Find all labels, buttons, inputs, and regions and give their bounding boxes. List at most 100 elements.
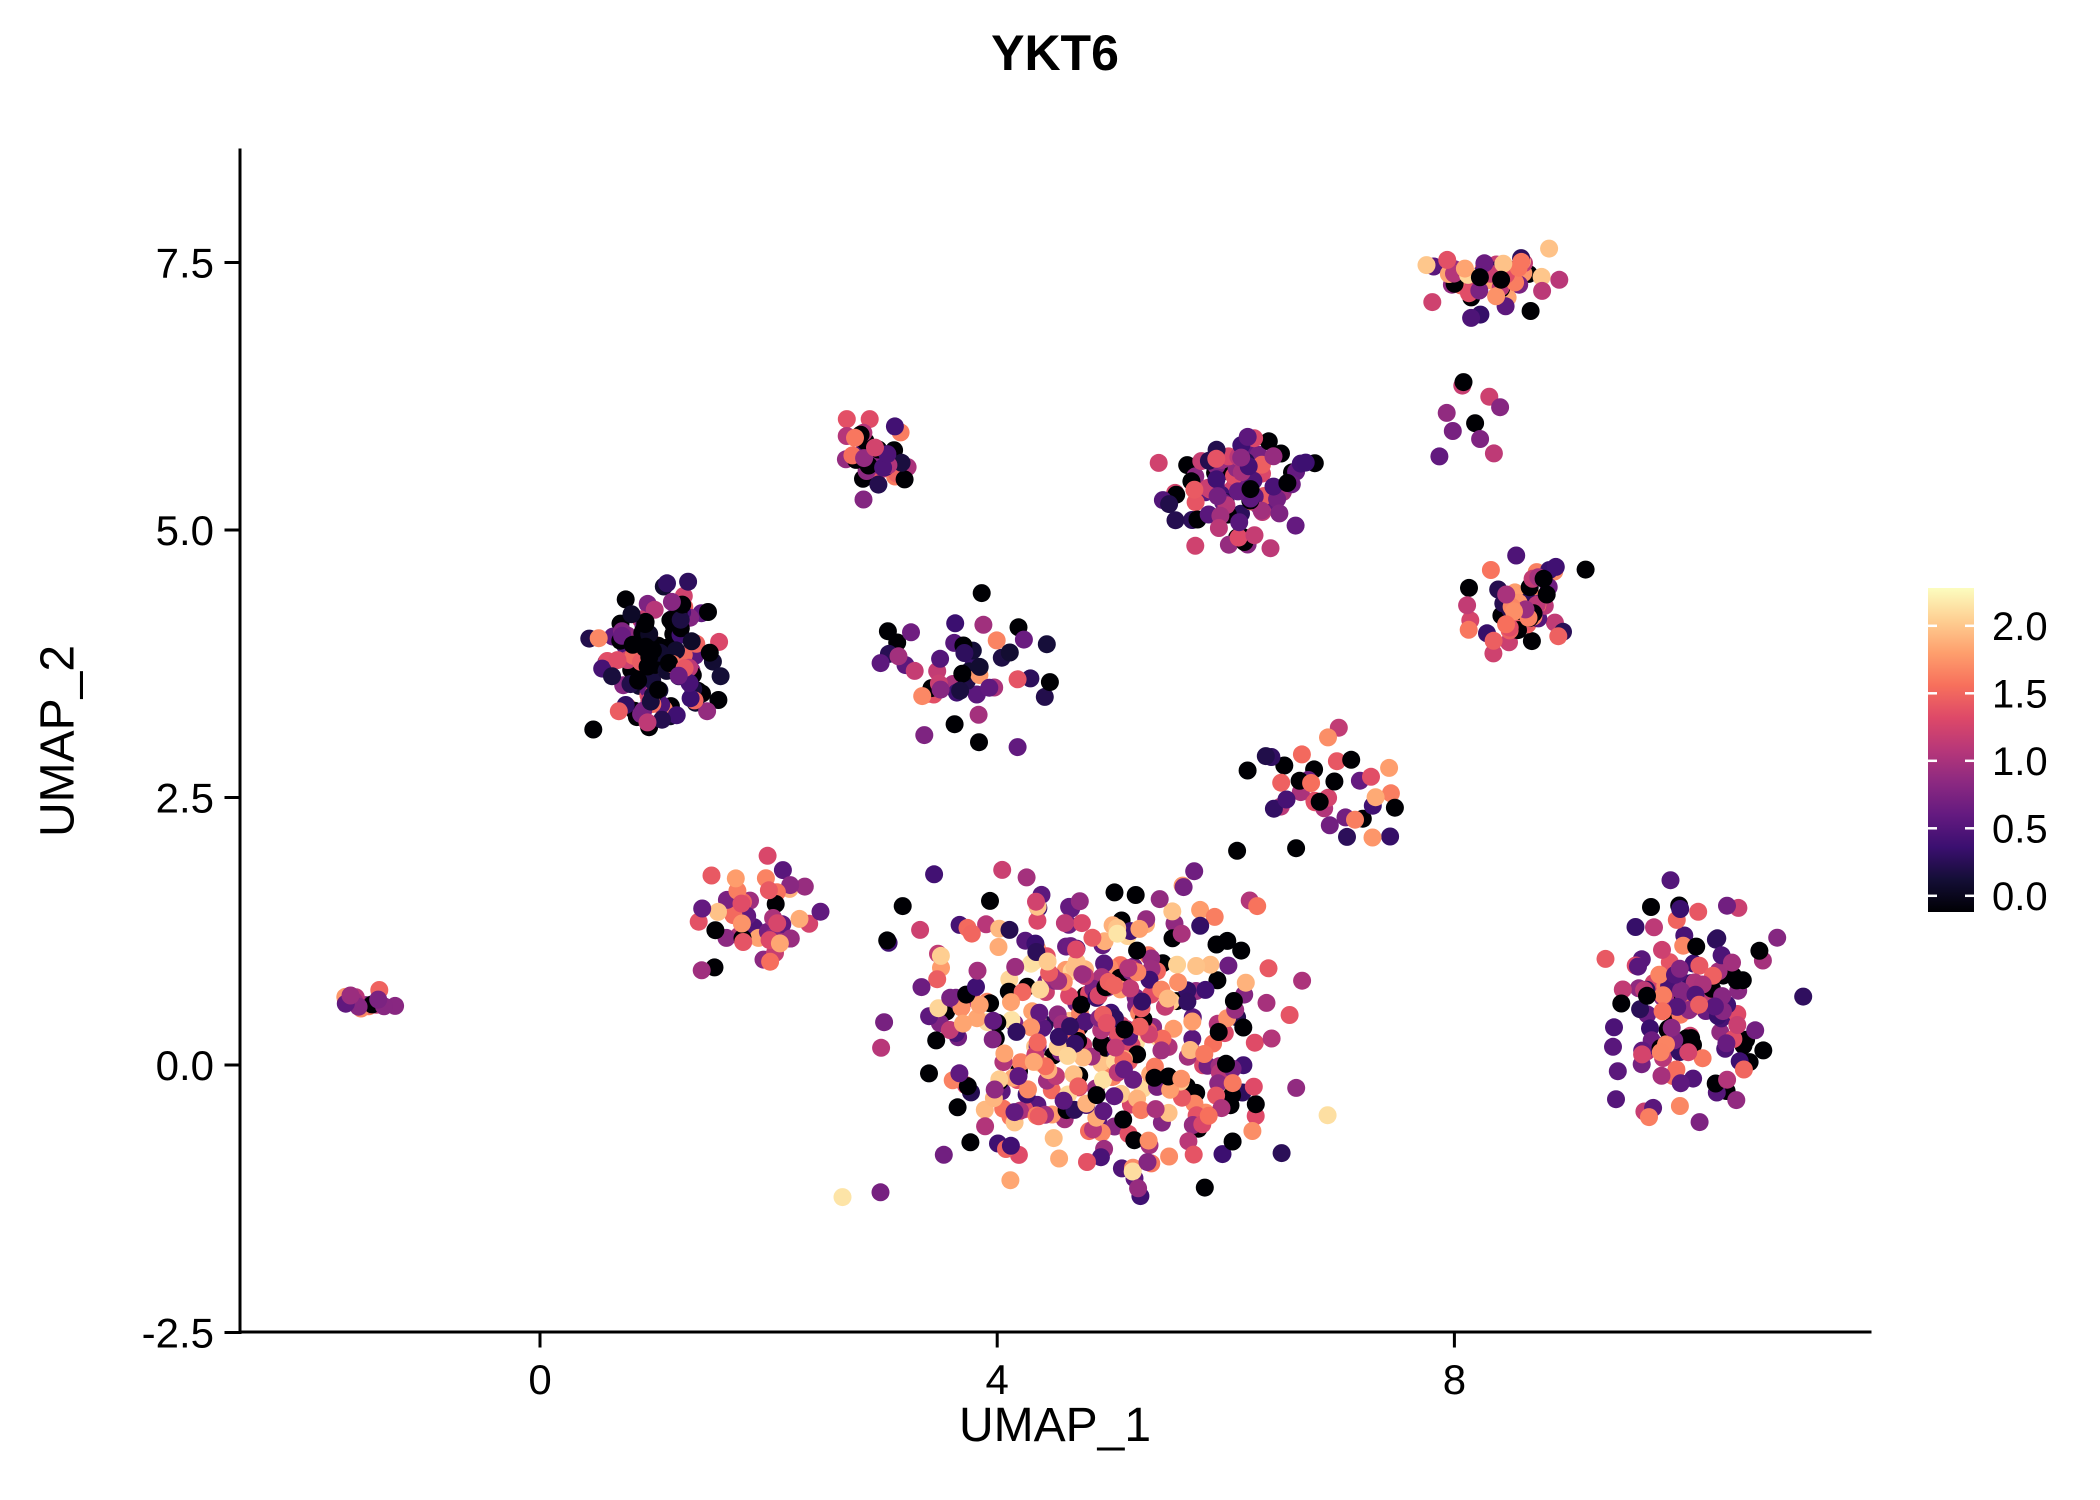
data-point (871, 1183, 890, 1202)
data-point (603, 667, 621, 686)
data-point (1689, 902, 1708, 921)
data-point (1674, 936, 1693, 955)
data-point (1130, 919, 1149, 938)
data-point (1183, 1012, 1202, 1031)
data-point (1264, 477, 1283, 496)
data-point (1631, 1000, 1650, 1019)
data-point (1342, 750, 1361, 769)
data-point (866, 438, 884, 457)
data-point (915, 726, 934, 745)
data-point (1244, 1077, 1263, 1096)
data-point (1605, 1018, 1623, 1037)
data-point (1236, 973, 1255, 992)
data-point (970, 995, 989, 1014)
data-point (623, 635, 642, 654)
data-point (1114, 1110, 1133, 1129)
data-point (987, 631, 1006, 650)
data-point (889, 647, 908, 666)
data-point (692, 961, 711, 980)
data-point (1146, 1100, 1165, 1119)
data-point (1126, 886, 1145, 904)
data-point (1596, 949, 1615, 968)
data-point (1083, 928, 1102, 947)
data-point (734, 933, 753, 951)
data-point (954, 1014, 972, 1033)
data-point (1507, 546, 1526, 565)
data-point (1734, 1060, 1753, 1079)
data-point (1497, 615, 1516, 634)
data-point (1668, 997, 1687, 1016)
data-point (1115, 1020, 1134, 1039)
data-point (962, 924, 981, 943)
data-point (905, 661, 924, 680)
data-point (699, 603, 717, 621)
data-point (878, 931, 897, 950)
data-point (1642, 898, 1660, 916)
data-point (616, 590, 635, 609)
data-point (1199, 1106, 1218, 1125)
data-point (1690, 1113, 1709, 1132)
data-point (1550, 270, 1569, 289)
data-point (1001, 1171, 1020, 1190)
data-point (1768, 928, 1787, 947)
data-point (1021, 669, 1040, 688)
plot-title: YKT6 (991, 25, 1119, 81)
data-point (1044, 1129, 1063, 1148)
data-point (1492, 270, 1511, 289)
data-point (1264, 447, 1283, 466)
data-point (1491, 398, 1510, 417)
data-point (1671, 1074, 1690, 1093)
data-point (1000, 920, 1019, 939)
data-point (1072, 914, 1091, 933)
data-point (341, 986, 360, 1005)
data-point (920, 1064, 938, 1083)
data-point (1651, 1043, 1670, 1062)
data-point (1054, 1091, 1073, 1110)
data-point (1121, 979, 1140, 998)
data-point (1069, 1077, 1088, 1096)
data-point (1002, 993, 1020, 1012)
data-point (1150, 890, 1169, 909)
data-point (1257, 993, 1276, 1012)
data-point (1708, 929, 1727, 948)
data-point (941, 988, 960, 1007)
data-point (1652, 1066, 1671, 1085)
data-point (1604, 1037, 1622, 1056)
data-point (969, 705, 988, 724)
data-point (1338, 827, 1356, 846)
data-point (1000, 643, 1019, 662)
data-point (1546, 557, 1565, 576)
data-point (1443, 422, 1462, 440)
data-point (1466, 414, 1485, 433)
data-point (934, 1145, 953, 1164)
x-tick-label: 4 (986, 1356, 1009, 1403)
data-point (1028, 1033, 1047, 1052)
data-point (1470, 268, 1489, 287)
data-point (1262, 1029, 1281, 1048)
data-point (1139, 1131, 1158, 1150)
data-point (1718, 896, 1736, 915)
data-point (1031, 980, 1050, 999)
data-point (875, 1013, 894, 1032)
data-point (1213, 1145, 1232, 1164)
data-point (781, 876, 800, 895)
y-tick-label: -2.5 (142, 1310, 214, 1357)
data-point (1076, 1012, 1095, 1031)
data-point (732, 914, 751, 933)
data-point (1093, 1070, 1112, 1089)
data-point (1017, 868, 1036, 887)
data-point (1195, 1178, 1214, 1197)
data-point (1275, 756, 1294, 775)
data-point (1653, 940, 1671, 959)
data-point (970, 733, 988, 752)
data-point (895, 470, 914, 489)
data-point (1105, 976, 1124, 995)
data-point (993, 860, 1012, 879)
data-point (1178, 992, 1197, 1011)
data-point (1232, 941, 1251, 960)
data-point (872, 1038, 891, 1057)
data-point (1011, 1053, 1030, 1072)
data-point (1208, 487, 1227, 506)
